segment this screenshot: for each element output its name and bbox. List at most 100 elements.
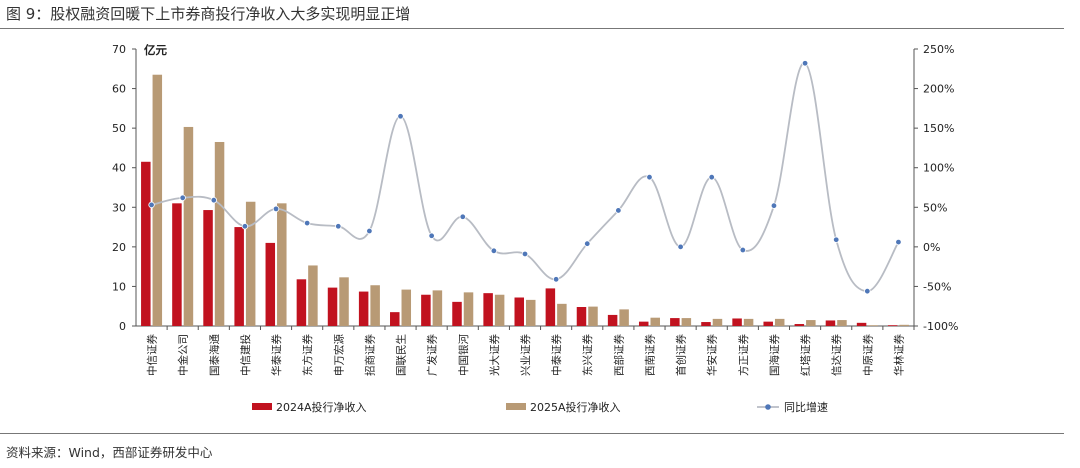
- growth-point: [895, 238, 902, 246]
- legend-label-2025: 2025A投行净收入: [530, 400, 621, 414]
- bar-2025: [526, 299, 536, 326]
- left-tick-label: 50: [112, 122, 126, 135]
- bar-2025: [463, 292, 474, 326]
- left-axis-unit: 亿元: [144, 43, 167, 57]
- category-label: 红塔证券: [799, 334, 812, 376]
- growth-point: [397, 113, 404, 120]
- category-label: 西部证券: [612, 334, 625, 376]
- category-label: 国联民生: [395, 334, 408, 376]
- category-label: 中原证券: [861, 334, 874, 376]
- right-tick-label: 200%: [923, 83, 954, 96]
- bar-2024: [701, 322, 711, 326]
- bar-2024: [452, 301, 462, 326]
- growth-point: [335, 223, 342, 230]
- bar-2024: [545, 288, 556, 326]
- left-tick-label: 20: [112, 241, 126, 254]
- bar-2025: [183, 126, 194, 326]
- bar-2024: [638, 321, 649, 326]
- bar-2024: [670, 318, 680, 326]
- bar-2024: [234, 227, 244, 326]
- bar-2024: [514, 297, 524, 326]
- bar-2024: [296, 279, 307, 326]
- category-label: 中信证券: [146, 334, 159, 376]
- right-tick-label: -100%: [923, 320, 958, 333]
- legend-swatch-2025: [506, 403, 526, 410]
- growth-point: [521, 250, 529, 258]
- bar-2024: [327, 287, 338, 326]
- category-label: 申万宏源: [332, 334, 345, 376]
- bar-2024: [203, 210, 213, 326]
- category-label: 国海证券: [768, 334, 781, 376]
- left-tick-label: 40: [112, 162, 126, 175]
- bar-2025: [245, 201, 256, 326]
- bar-2024: [483, 293, 493, 326]
- growth-point: [272, 205, 280, 213]
- legend-label-2024: 2024A投行净收入: [276, 400, 367, 414]
- bar-2024: [172, 203, 182, 326]
- category-label: 首创证券: [675, 334, 688, 376]
- bar-2025: [339, 277, 349, 326]
- category-label: 东兴证券: [581, 334, 594, 376]
- growth-point: [459, 213, 466, 220]
- bar-2025: [619, 309, 629, 326]
- growth-point: [241, 223, 249, 230]
- bar-2024: [732, 318, 742, 326]
- bar-2024: [265, 242, 276, 326]
- source-divider: [0, 433, 1064, 434]
- bar-2025: [743, 318, 754, 326]
- growth-point: [770, 202, 778, 209]
- bar-2025: [837, 320, 847, 326]
- bar-2024: [794, 324, 805, 326]
- right-tick-label: 0%: [923, 241, 940, 254]
- category-label: 中金公司: [177, 334, 190, 376]
- growth-line: [151, 62, 900, 293]
- category-label: 国泰海通: [208, 334, 221, 376]
- legend-swatch-2024: [252, 403, 272, 410]
- bar-2025: [277, 203, 287, 326]
- growth-point: [646, 174, 653, 181]
- growth-point: [552, 276, 560, 283]
- growth-point: [864, 287, 871, 295]
- bar-2025: [432, 290, 443, 326]
- category-label: 华林证券: [892, 334, 905, 376]
- left-tick-label: 70: [112, 43, 126, 56]
- right-tick-label: 50%: [923, 201, 947, 214]
- growth-point: [490, 247, 498, 255]
- category-label: 华泰证券: [270, 334, 283, 376]
- growth-point: [739, 246, 747, 254]
- bar-2024: [421, 294, 431, 326]
- category-label: 广发证券: [426, 334, 439, 376]
- left-tick-label: 0: [119, 320, 126, 333]
- bar-2025: [214, 141, 225, 326]
- right-tick-label: 250%: [923, 43, 954, 56]
- bar-2025: [557, 303, 567, 326]
- category-label: 招商证券: [363, 334, 376, 376]
- right-tick-label: 100%: [923, 162, 954, 175]
- growth-point: [677, 243, 684, 251]
- left-tick-label: 10: [112, 280, 126, 293]
- bar-2025: [681, 318, 692, 326]
- bar-2024: [887, 325, 898, 326]
- bar-2025: [806, 320, 816, 326]
- category-label: 信达证券: [830, 334, 843, 376]
- bar-2025: [868, 325, 878, 326]
- bar-2025: [370, 285, 380, 326]
- bar-2024: [856, 322, 867, 326]
- growth-point: [833, 236, 840, 243]
- growth-point: [708, 174, 715, 181]
- category-label: 华安证券: [706, 334, 719, 376]
- bar-2024: [607, 314, 618, 326]
- growth-point: [584, 240, 591, 247]
- category-label: 兴业证券: [519, 334, 532, 376]
- category-label: 东方证券: [301, 334, 314, 376]
- category-label: 中泰证券: [550, 334, 563, 376]
- bar-2025: [152, 74, 163, 326]
- bar-2024: [390, 312, 400, 326]
- bar-2025: [712, 318, 723, 326]
- category-label: 中信建投: [239, 334, 252, 376]
- growth-point: [303, 219, 311, 227]
- legend-marker-growth: [765, 404, 771, 410]
- category-label: 光大证券: [488, 334, 501, 376]
- growth-point: [366, 227, 373, 235]
